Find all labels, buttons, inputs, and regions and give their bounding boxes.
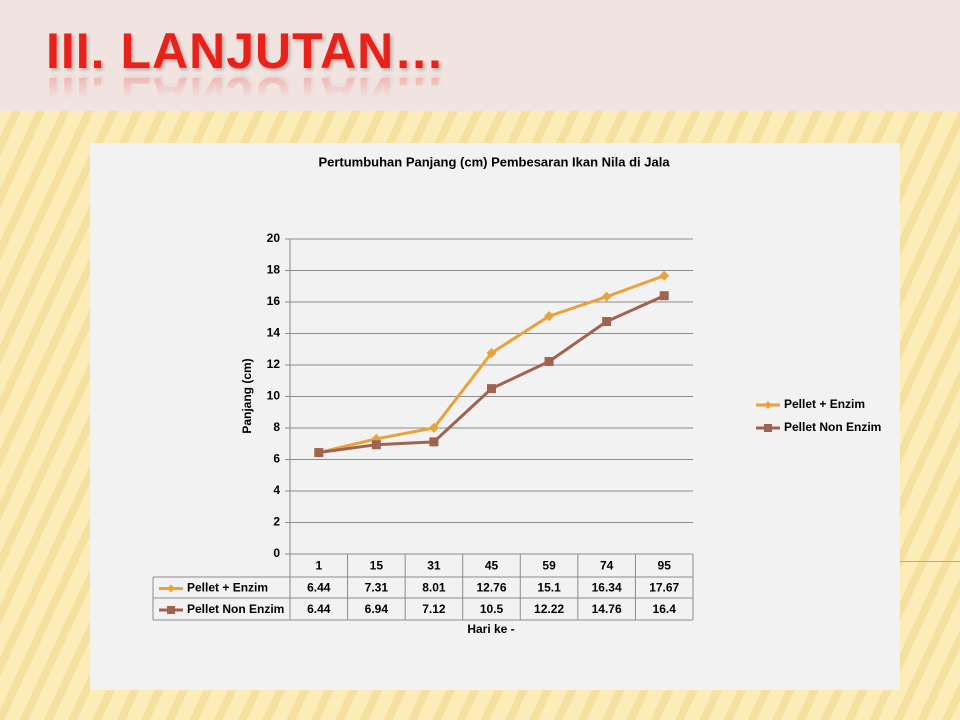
data-label: 17.67 — [649, 581, 679, 595]
data-label: 12.76 — [476, 581, 506, 595]
title-banner: III. LANJUTAN… — [0, 0, 960, 111]
data-label: 7.12 — [422, 602, 446, 616]
y-axis-label: Panjang (cm) — [240, 358, 254, 433]
y-tick-label: 18 — [267, 263, 281, 277]
y-tick-label: 16 — [267, 294, 281, 308]
data-point — [371, 440, 381, 450]
data-label: 7.31 — [365, 581, 389, 595]
data-label: 16.4 — [653, 602, 677, 616]
x-tick-label: 31 — [427, 559, 441, 573]
data-point — [602, 317, 612, 327]
data-label: 6.94 — [365, 602, 389, 616]
y-tick-label: 10 — [267, 389, 281, 403]
data-point — [544, 311, 555, 322]
data-point — [487, 384, 496, 394]
data-label: 14.76 — [592, 602, 622, 616]
chart-title: Pertumbuhan Panjang (cm) Pembesaran Ikan… — [318, 154, 670, 169]
chart: Pertumbuhan Panjang (cm) Pembesaran Ikan… — [152, 154, 881, 636]
data-label: 15.1 — [537, 581, 561, 595]
y-tick-label: 6 — [273, 452, 280, 466]
y-tick-label: 12 — [267, 357, 281, 371]
y-tick-label: 20 — [267, 231, 281, 245]
data-point — [486, 348, 497, 359]
data-point — [429, 437, 439, 447]
data-label: 6.44 — [307, 602, 331, 616]
chart-panel: Pertumbuhan Panjang (cm) Pembesaran Ikan… — [90, 143, 900, 690]
x-tick-label: 95 — [658, 559, 672, 573]
x-tick-label: 59 — [542, 559, 556, 573]
accent-rule — [900, 561, 960, 562]
x-tick-label: 15 — [370, 559, 384, 573]
table-legend-marker — [167, 584, 175, 593]
data-label: 6.44 — [307, 581, 331, 595]
series-line — [318, 294, 665, 455]
y-tick-label: 8 — [273, 420, 280, 434]
data-label: 10.5 — [480, 602, 504, 616]
data-label: 8.01 — [422, 581, 446, 595]
data-point — [659, 270, 670, 281]
data-point — [659, 291, 669, 301]
data-label: 12.22 — [534, 602, 564, 616]
table-row-label: Pellet + Enzim — [187, 581, 268, 595]
data-point — [314, 448, 324, 458]
x-tick-label: 1 — [315, 559, 322, 573]
y-tick-label: 14 — [267, 326, 281, 340]
table-legend-marker — [167, 606, 175, 614]
legend-marker — [764, 424, 772, 432]
legend-label: Pellet + Enzim — [784, 397, 865, 411]
x-tick-label: 74 — [600, 559, 614, 573]
data-point — [428, 422, 439, 433]
y-tick-label: 0 — [273, 546, 280, 560]
y-tick-label: 4 — [273, 483, 280, 497]
data-label: 16.34 — [592, 581, 622, 595]
y-tick-label: 2 — [273, 515, 280, 529]
legend-label: Pellet Non Enzim — [784, 420, 881, 434]
x-axis-label: Hari ke - — [467, 622, 514, 636]
x-tick-label: 45 — [485, 559, 499, 573]
data-point — [544, 357, 554, 367]
slide-title: III. LANJUTAN… — [46, 23, 446, 79]
table-row-label: Pellet Non Enzim — [187, 602, 284, 616]
legend-marker — [764, 401, 772, 409]
data-point — [601, 291, 612, 302]
